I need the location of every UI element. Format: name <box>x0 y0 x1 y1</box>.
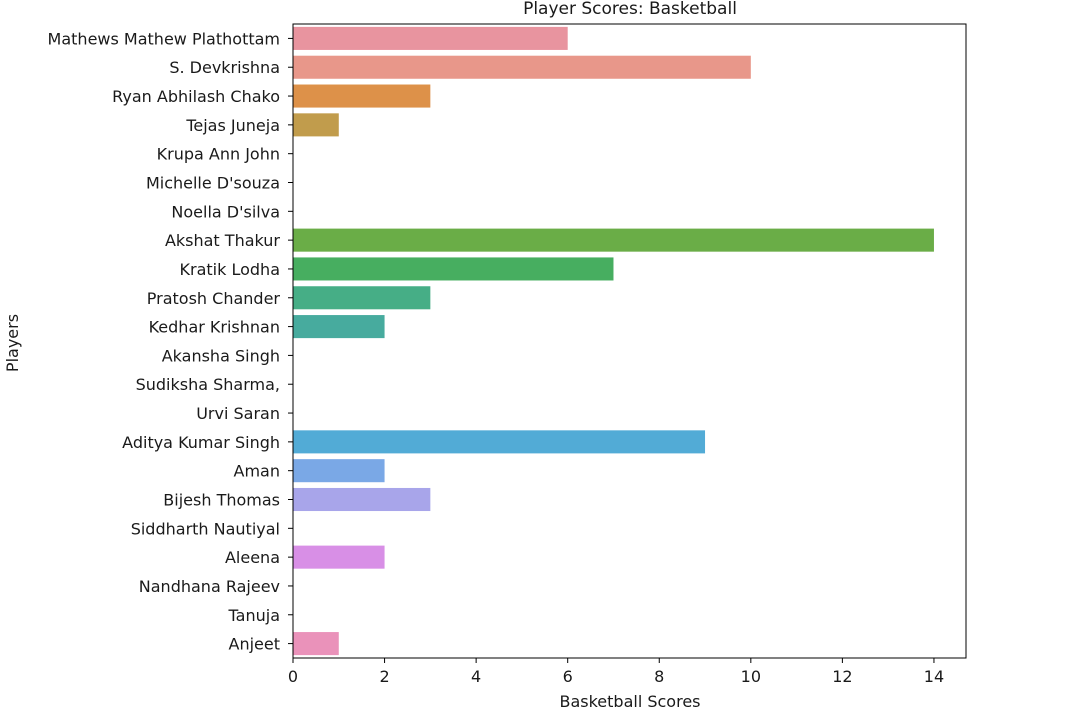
y-tick-label: Siddharth Nautiyal <box>131 519 280 538</box>
x-tick-label: 0 <box>288 667 298 686</box>
bar <box>293 545 385 569</box>
x-axis-label: Basketball Scores <box>559 692 700 711</box>
y-tick-label: Krupa Ann John <box>157 145 280 164</box>
y-tick-label: Michelle D'souza <box>146 174 280 193</box>
x-tick-label: 6 <box>563 667 573 686</box>
y-tick-label: Tejas Juneja <box>185 116 280 135</box>
y-tick-label: Kratik Lodha <box>180 260 280 279</box>
bar-group <box>293 26 934 656</box>
y-tick-label: Pratosh Chander <box>147 289 281 308</box>
y-tick-label: Urvi Saran <box>196 404 280 423</box>
y-axis-label: Players <box>3 314 22 372</box>
bar <box>293 487 431 512</box>
y-tick-label: S. Devkrishna <box>169 58 280 77</box>
y-tick-label: Ryan Abhilash Chako <box>112 87 280 106</box>
x-tick-label: 12 <box>832 667 852 686</box>
plot-frame <box>292 23 967 659</box>
x-tick-label: 10 <box>741 667 761 686</box>
bar <box>293 26 568 50</box>
y-tick-label: Anjeet <box>229 635 281 654</box>
bar <box>293 459 385 483</box>
bar <box>293 84 431 108</box>
y-tick-label: Tanuja <box>228 606 280 625</box>
y-tick-label: Noella D'silva <box>171 202 280 221</box>
bar <box>293 257 614 281</box>
x-tick-group: 0 2 4 6 8 10 12 14 <box>288 658 944 686</box>
y-tick-label: Aditya Kumar Singh <box>122 433 280 452</box>
y-tick-label: Akansha Singh <box>162 346 280 365</box>
y-tick-label: Kedhar Krishnan <box>149 318 280 337</box>
y-tick-label: Nandhana Rajeev <box>139 577 280 596</box>
x-tick-label: 2 <box>379 667 389 686</box>
bar <box>293 55 751 79</box>
bar <box>293 286 431 310</box>
bar <box>293 632 339 656</box>
x-tick-label: 14 <box>924 667 944 686</box>
x-tick-label: 8 <box>654 667 664 686</box>
bar <box>293 113 339 137</box>
chart-title: Player Scores: Basketball <box>523 0 737 19</box>
y-tick-group: Mathews Mathew Plathottam S. Devkrishna Ry… <box>48 29 293 654</box>
y-tick-label: Mathews Mathew Plathottam <box>48 29 280 48</box>
y-tick-label: Sudiksha Sharma, <box>136 375 280 394</box>
y-tick-label: Bijesh Thomas <box>163 491 280 510</box>
y-tick-label: Akshat Thakur <box>165 231 280 250</box>
bar <box>293 228 934 252</box>
x-tick-label: 4 <box>471 667 481 686</box>
y-tick-label: Aleena <box>225 548 280 567</box>
bar <box>293 315 385 339</box>
bar <box>293 430 706 454</box>
y-tick-label: Aman <box>234 462 280 481</box>
